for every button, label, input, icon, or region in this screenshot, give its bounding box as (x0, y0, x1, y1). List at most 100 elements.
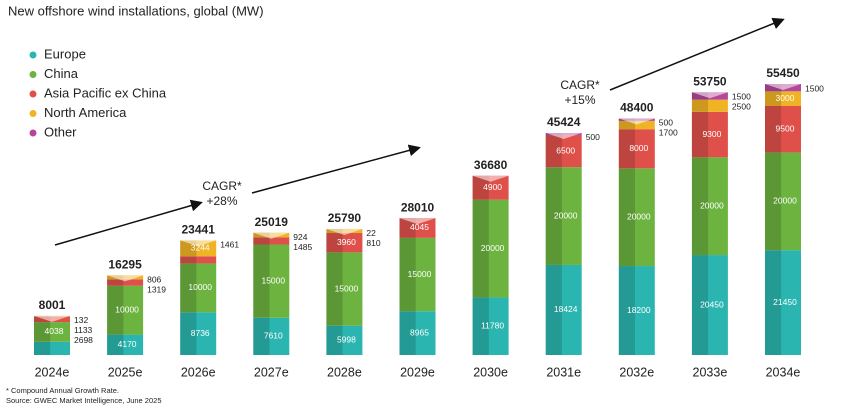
bar-segment (34, 341, 70, 355)
bar-cap (34, 315, 70, 322)
bar-shade (618, 168, 635, 267)
chart-title: New offshore wind installations, global … (8, 3, 264, 18)
value-label: 18424 (554, 304, 578, 314)
footnote: Source: GWEC Market Intelligence, June 2… (6, 396, 162, 405)
bar-segment (691, 255, 728, 355)
bar-shade (326, 233, 343, 253)
bar-shade (107, 279, 124, 286)
value-label: 21450 (773, 297, 797, 307)
value-label: 15000 (261, 275, 285, 285)
x-tick-label: 2033e (693, 365, 728, 379)
total-label: 25019 (255, 215, 289, 229)
x-tick-label: 2025e (108, 365, 143, 379)
bar-segment (326, 252, 363, 326)
legend-swatch (29, 110, 37, 117)
value-label: 1700 (659, 128, 678, 138)
bar-shade (765, 250, 782, 355)
bar-segment (472, 175, 509, 200)
bar-cap (399, 218, 436, 225)
value-label: 20000 (481, 243, 505, 253)
bar-cap (545, 132, 582, 139)
total-label: 48400 (620, 101, 654, 115)
bar-segment (399, 311, 436, 355)
value-label: 1133 (74, 325, 93, 335)
value-label: 10000 (188, 282, 212, 292)
value-label: 15000 (408, 269, 432, 279)
annotation: CAGR* (560, 78, 600, 92)
value-label: 20000 (773, 196, 797, 206)
bar-cap (180, 240, 217, 247)
bar-shade (545, 264, 562, 355)
bar-shade (253, 317, 270, 355)
value-label: 806 (147, 275, 161, 285)
bar-segment (180, 256, 217, 264)
bar-shade (472, 199, 489, 298)
x-tick-label: 2030e (473, 365, 508, 379)
bar-segment (34, 322, 70, 342)
x-tick-label: 2026e (181, 365, 216, 379)
value-label: 4038 (45, 326, 64, 336)
value-label: 500 (586, 132, 600, 142)
bar-shade (180, 256, 197, 264)
value-label: 5998 (337, 335, 356, 345)
value-label: 9300 (702, 129, 721, 139)
value-label: 3960 (337, 237, 356, 247)
bar-segment (545, 264, 582, 355)
bar-shade (691, 111, 709, 158)
legend-swatch (29, 129, 37, 137)
value-label: 132 (74, 315, 88, 325)
bar-segment (765, 250, 801, 355)
total-label: 45424 (547, 115, 581, 129)
trend-arrow (609, 17, 785, 91)
total-label: 53750 (693, 74, 727, 88)
bar-shade (180, 312, 197, 355)
bar-cap (618, 118, 655, 125)
bar-shade (765, 91, 782, 106)
legend-label: Asia Pacific ex China (44, 85, 167, 100)
value-label: 1319 (147, 285, 166, 295)
bar-shade (399, 237, 416, 312)
bar-shade (765, 152, 782, 251)
bar-segment (107, 334, 144, 355)
bar-segment (618, 129, 655, 169)
bar-segment (691, 99, 728, 112)
total-label: 23441 (182, 223, 216, 237)
bar-segment (765, 105, 801, 153)
value-label: 15000 (335, 283, 359, 293)
bar-shade (399, 218, 416, 238)
bar-shade (472, 297, 489, 355)
bar-shade (34, 341, 51, 355)
bar-segment (253, 317, 290, 355)
total-label: 25790 (328, 211, 362, 225)
bar-shade (618, 266, 635, 355)
bar-shade (765, 84, 782, 92)
bar-shade (253, 237, 270, 245)
bar-shade (691, 157, 709, 256)
bar-cap (107, 275, 144, 282)
bar-segment (399, 237, 436, 312)
bar-segment (618, 266, 655, 355)
bar-shade (180, 263, 197, 313)
legend-label: North America (44, 105, 127, 120)
trend-arrow (251, 144, 421, 194)
bar-shade (691, 255, 709, 355)
value-label: 810 (366, 238, 380, 248)
value-label: 2500 (732, 102, 751, 112)
bar-segment (253, 237, 290, 245)
bar-shade (618, 129, 635, 169)
bar-segment (472, 199, 509, 298)
total-label: 28010 (401, 200, 435, 214)
bar-shade (765, 105, 782, 153)
bar-shade (691, 92, 709, 100)
bar-segment (472, 297, 509, 355)
x-tick-label: 2031e (546, 365, 581, 379)
bar-shade (618, 120, 635, 130)
bar-shade (545, 167, 562, 265)
bar-cap (326, 228, 363, 235)
legend-label: China (44, 66, 79, 81)
bar-cap (253, 232, 290, 239)
bar-segment (765, 152, 801, 251)
value-label: 7610 (264, 331, 283, 341)
bar-segment (618, 168, 655, 267)
